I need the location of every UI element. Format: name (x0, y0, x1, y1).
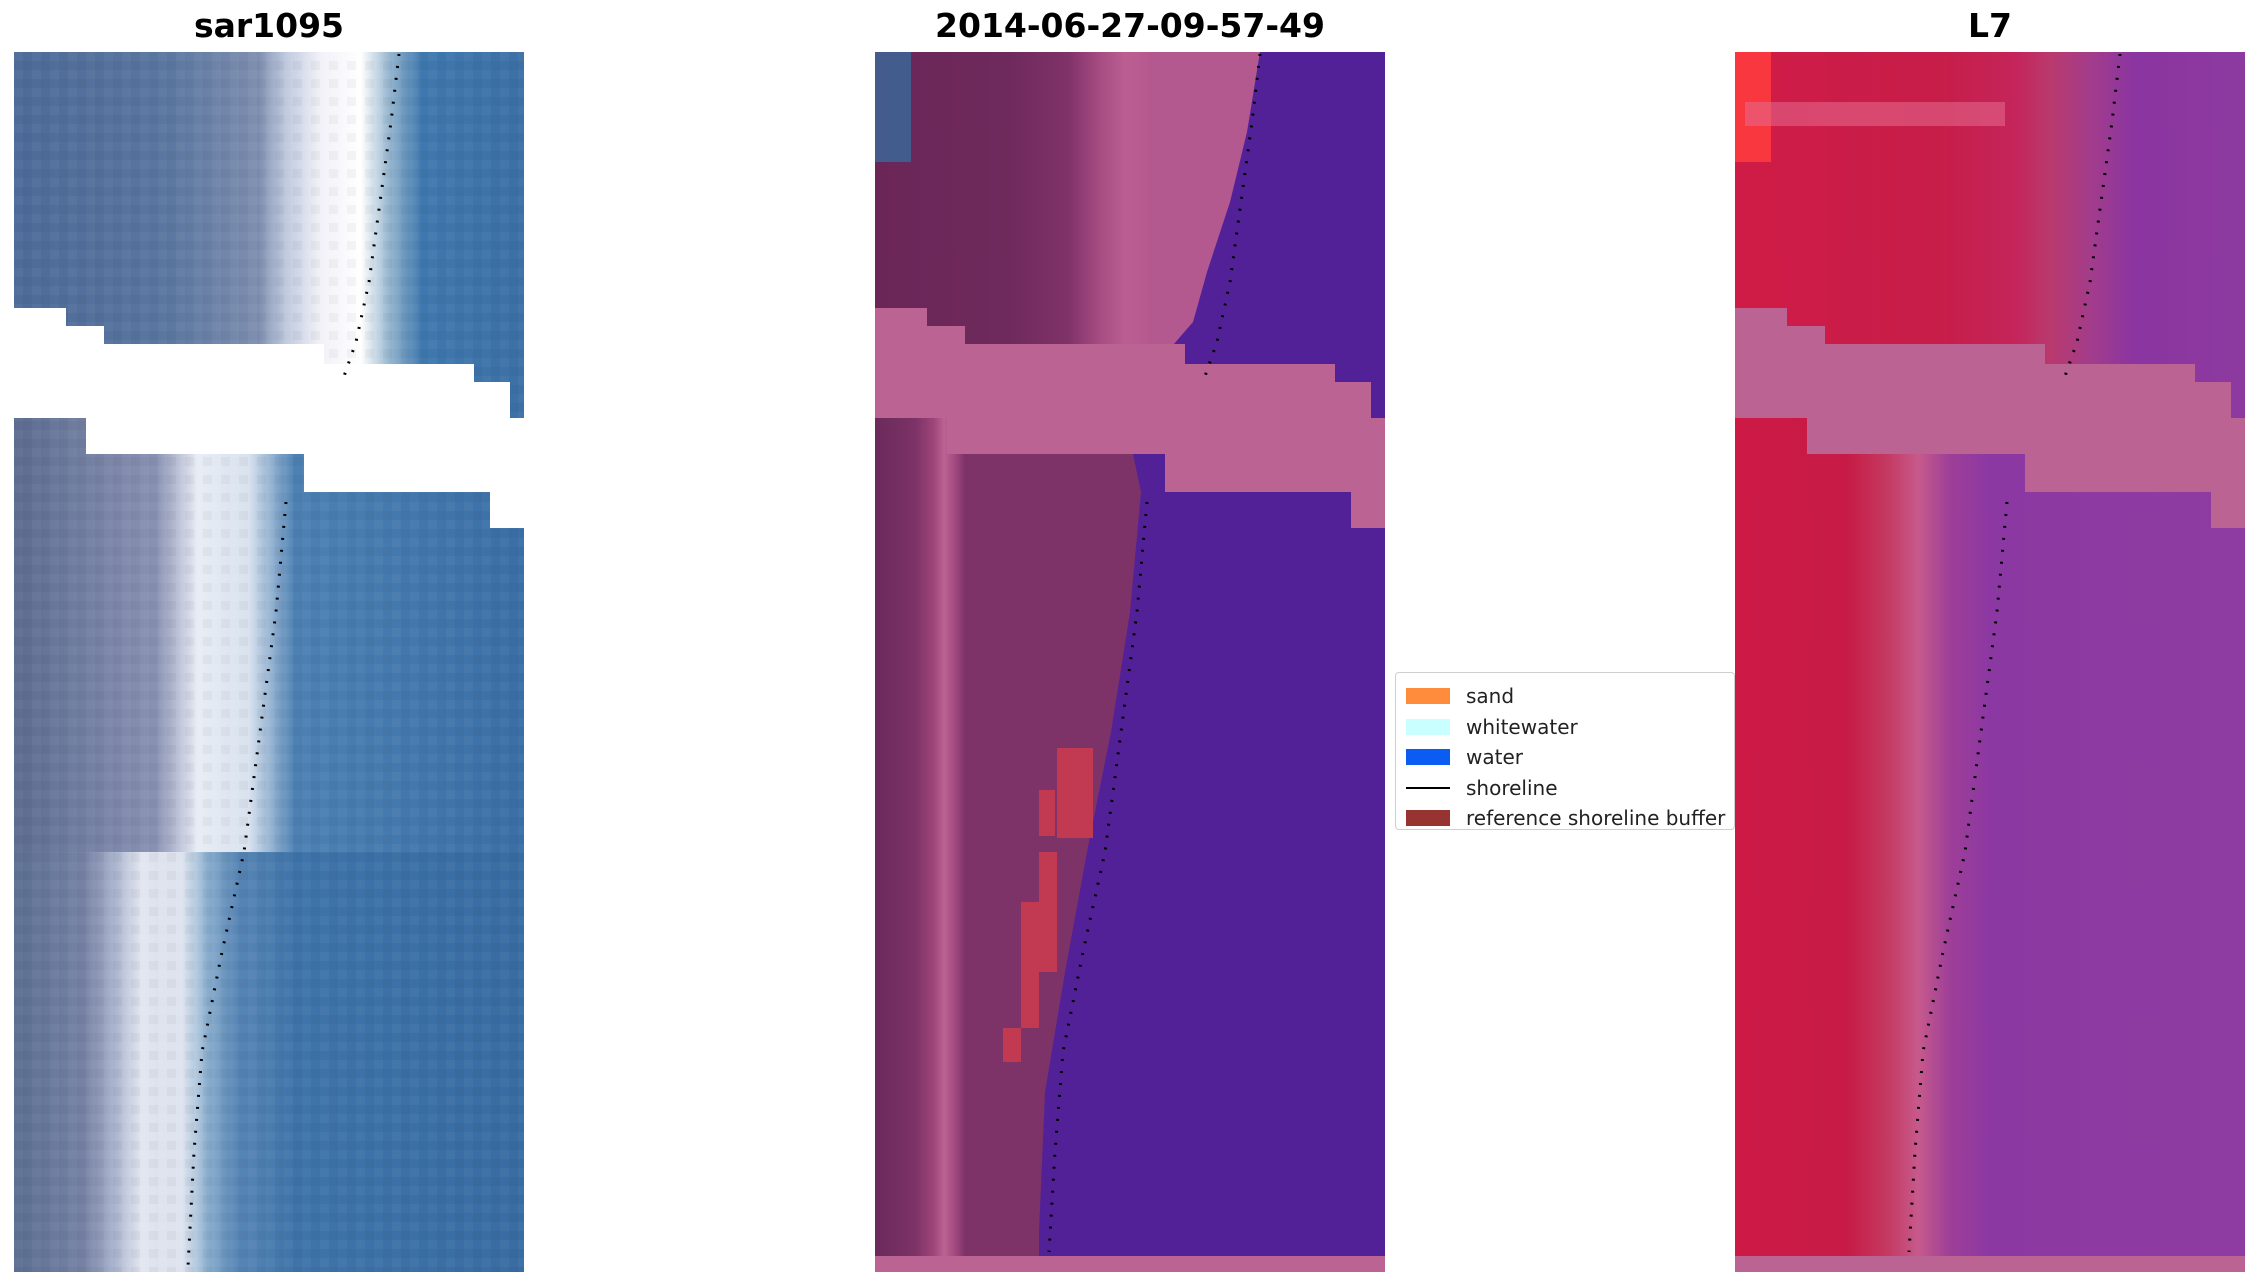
index-image (1735, 52, 2245, 1272)
panel-title-mndwi: L7 (1968, 6, 2012, 45)
legend-item-whitewater: whitewater (1406, 712, 1724, 743)
legend-swatch-reference-buffer (1406, 810, 1450, 827)
legend-label: shoreline (1466, 775, 1558, 800)
legend: sand whitewater water shoreline referenc… (1395, 672, 1735, 830)
index-image-panel (1735, 52, 2245, 1272)
panel-title-rgb: sar1095 (193, 6, 345, 45)
rgb-image (14, 52, 524, 1272)
panel-title-classified: 2014-06-27-09-57-49 (935, 6, 1325, 45)
legend-swatch-water (1406, 749, 1450, 766)
legend-swatch-whitewater (1406, 718, 1450, 735)
legend-label: sand (1466, 684, 1515, 709)
legend-item-reference-buffer: reference shoreline buffer (1406, 803, 1726, 834)
legend-item-water: water (1406, 742, 1724, 773)
rgb-image-panel (14, 52, 524, 1272)
legend-label: water (1466, 745, 1523, 770)
legend-label: reference shoreline buffer (1466, 806, 1726, 831)
legend-item-sand: sand (1406, 681, 1724, 712)
legend-line-shoreline (1406, 786, 1450, 789)
legend-label: whitewater (1466, 714, 1578, 739)
legend-item-shoreline: shoreline (1406, 773, 1724, 804)
legend-swatch-sand (1406, 688, 1450, 705)
classified-image (875, 52, 1385, 1272)
classified-image-panel (875, 52, 1385, 1272)
